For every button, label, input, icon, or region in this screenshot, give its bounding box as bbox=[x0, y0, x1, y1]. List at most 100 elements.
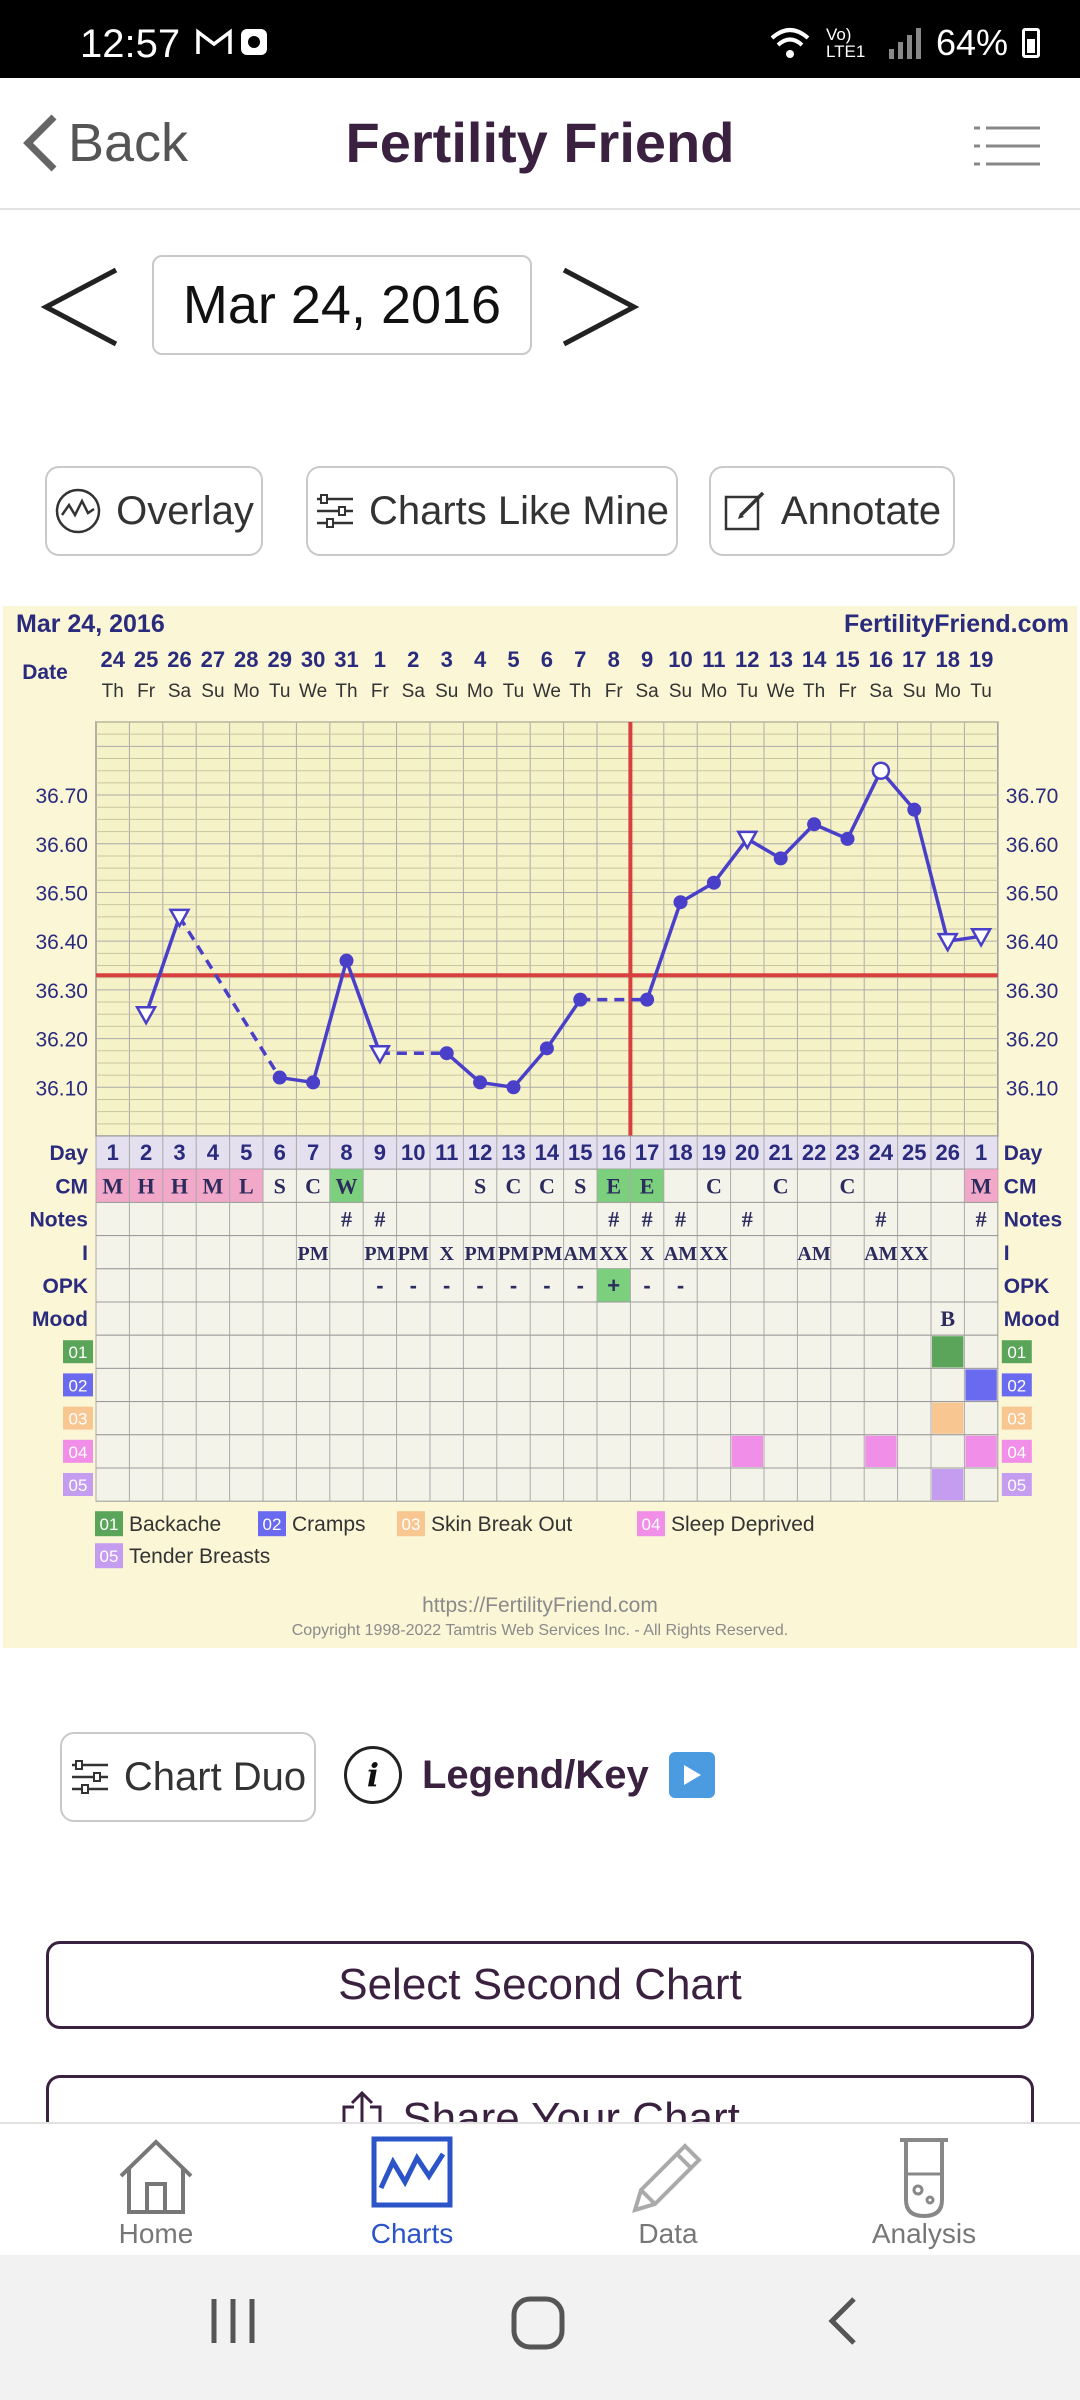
back-button[interactable]: Back bbox=[22, 108, 188, 178]
day-value: 12 bbox=[468, 1140, 492, 1165]
overlay-label: Overlay bbox=[116, 488, 254, 533]
weekday-label: Su bbox=[903, 681, 926, 702]
back-nav-icon[interactable] bbox=[824, 2295, 860, 2347]
nav-analysis[interactable]: Analysis bbox=[796, 2124, 1052, 2257]
day-value: 21 bbox=[768, 1140, 792, 1165]
legend-code: 05 bbox=[100, 1547, 119, 1566]
overlay-button[interactable]: Overlay bbox=[45, 466, 263, 556]
chart-duo-label: Chart Duo bbox=[123, 1754, 307, 1799]
cm-cell-highlight bbox=[196, 1169, 230, 1203]
date-label: 19 bbox=[969, 647, 993, 672]
symptom-cell bbox=[865, 1435, 897, 1467]
y-tick-label-left: 36.40 bbox=[35, 931, 88, 954]
temp-point bbox=[539, 1041, 554, 1056]
select-second-chart-button[interactable]: Select Second Chart bbox=[46, 1941, 1034, 2029]
cm-cell-highlight bbox=[597, 1169, 631, 1203]
cm-value: H bbox=[171, 1173, 188, 1198]
temp-point-discarded bbox=[969, 928, 993, 948]
symptom-badge-code: 02 bbox=[69, 1376, 88, 1395]
sliders-icon bbox=[316, 494, 353, 528]
symptom-row bbox=[95, 1467, 999, 1502]
temp-point-discarded bbox=[368, 1044, 392, 1065]
legend-code: 02 bbox=[263, 1515, 282, 1534]
date-label: 6 bbox=[541, 647, 553, 672]
date-label: 5 bbox=[507, 647, 519, 672]
weekday-label: Fr bbox=[137, 681, 156, 702]
sliders-icon bbox=[71, 1760, 108, 1794]
y-tick-label-right: 36.70 bbox=[1006, 785, 1059, 808]
symptom-badge-code: 03 bbox=[69, 1410, 88, 1429]
date-label: 9 bbox=[641, 647, 653, 672]
opk-value: - bbox=[510, 1273, 517, 1298]
symptom-cell bbox=[932, 1469, 964, 1501]
cm-value: C bbox=[773, 1173, 789, 1198]
gmail-icon bbox=[196, 28, 232, 54]
date-label: 10 bbox=[668, 647, 692, 672]
temp-line-segment bbox=[311, 960, 349, 1083]
nav-charts[interactable]: Charts bbox=[284, 2124, 540, 2257]
symptom-badge-code: 03 bbox=[1007, 1410, 1026, 1429]
cm-cell-highlight bbox=[229, 1169, 263, 1203]
weekday-label: Mo bbox=[934, 681, 960, 702]
bottom-navigation: Home Charts Data Analysis bbox=[0, 2122, 1080, 2255]
intercourse-value: PM bbox=[364, 1243, 395, 1265]
weekday-label: Th bbox=[335, 681, 357, 702]
nav-charts-label: Charts bbox=[370, 2218, 454, 2249]
day-value: 11 bbox=[435, 1140, 458, 1165]
previous-date-arrow-icon[interactable] bbox=[40, 266, 120, 348]
home-circle-icon[interactable] bbox=[510, 2295, 566, 2351]
annotate-button[interactable]: Annotate bbox=[709, 466, 955, 556]
legend-swatch bbox=[397, 1511, 425, 1537]
charts-like-mine-button[interactable]: Charts Like Mine bbox=[306, 466, 678, 556]
recent-apps-icon[interactable] bbox=[208, 2295, 258, 2347]
date-label: 25 bbox=[134, 647, 158, 672]
cm-value: C bbox=[506, 1173, 522, 1198]
intercourse-value: PM bbox=[531, 1243, 562, 1265]
menu-icon[interactable] bbox=[974, 124, 1040, 168]
symptom-badge-code: 02 bbox=[1007, 1376, 1026, 1395]
cm-value: M bbox=[971, 1173, 992, 1198]
notes-row-label-right: Notes bbox=[1004, 1209, 1062, 1232]
next-date-arrow-icon[interactable] bbox=[560, 266, 640, 348]
weekday-label: Mo bbox=[233, 681, 259, 702]
symptom-badge-code: 04 bbox=[69, 1443, 88, 1462]
cm-cell-highlight bbox=[162, 1169, 197, 1203]
opk-value: - bbox=[376, 1273, 383, 1298]
y-tick-label-left: 36.10 bbox=[35, 1077, 88, 1100]
temp-point bbox=[272, 1070, 287, 1085]
cm-value: M bbox=[203, 1173, 224, 1198]
legend-key-link[interactable]: i Legend/Key bbox=[344, 1728, 715, 1822]
screen-record-icon bbox=[241, 29, 268, 55]
temp-point bbox=[706, 875, 721, 890]
nav-home[interactable]: Home bbox=[28, 2124, 284, 2257]
intercourse-value: AM bbox=[664, 1243, 697, 1265]
system-navigation-bar bbox=[0, 2255, 1080, 2400]
day-value: 5 bbox=[240, 1140, 252, 1165]
nav-data[interactable]: Data bbox=[540, 2124, 796, 2257]
back-label: Back bbox=[68, 113, 189, 173]
chart-duo-button[interactable]: Chart Duo bbox=[60, 1732, 316, 1822]
symptom-badge bbox=[1001, 1340, 1032, 1364]
nav-analysis-label: Analysis bbox=[871, 2218, 977, 2249]
date-label: 12 bbox=[735, 647, 759, 672]
charts-like-mine-label: Charts Like Mine bbox=[368, 488, 670, 533]
symptom-badge-code: 01 bbox=[1007, 1343, 1026, 1362]
cm-value: E bbox=[640, 1173, 655, 1198]
current-date-field[interactable]: Mar 24, 2016 bbox=[152, 255, 532, 355]
legend-swatch bbox=[258, 1511, 286, 1537]
opk-row-label-left: OPK bbox=[42, 1275, 88, 1298]
cm-cell-highlight bbox=[96, 1169, 130, 1203]
opk-value: - bbox=[410, 1273, 417, 1298]
day-value: 2 bbox=[140, 1140, 152, 1165]
cm-value: C bbox=[305, 1173, 321, 1198]
opk-value: - bbox=[543, 1273, 550, 1298]
pencil-icon bbox=[632, 2143, 702, 2213]
house-icon bbox=[119, 2139, 193, 2214]
date-label: 7 bbox=[574, 647, 586, 672]
y-tick-label-left: 36.50 bbox=[35, 882, 88, 905]
cm-value: M bbox=[102, 1173, 123, 1198]
day-value: 23 bbox=[835, 1140, 859, 1165]
weekday-label: Th bbox=[102, 681, 124, 702]
y-tick-label-left: 36.30 bbox=[35, 980, 88, 1003]
